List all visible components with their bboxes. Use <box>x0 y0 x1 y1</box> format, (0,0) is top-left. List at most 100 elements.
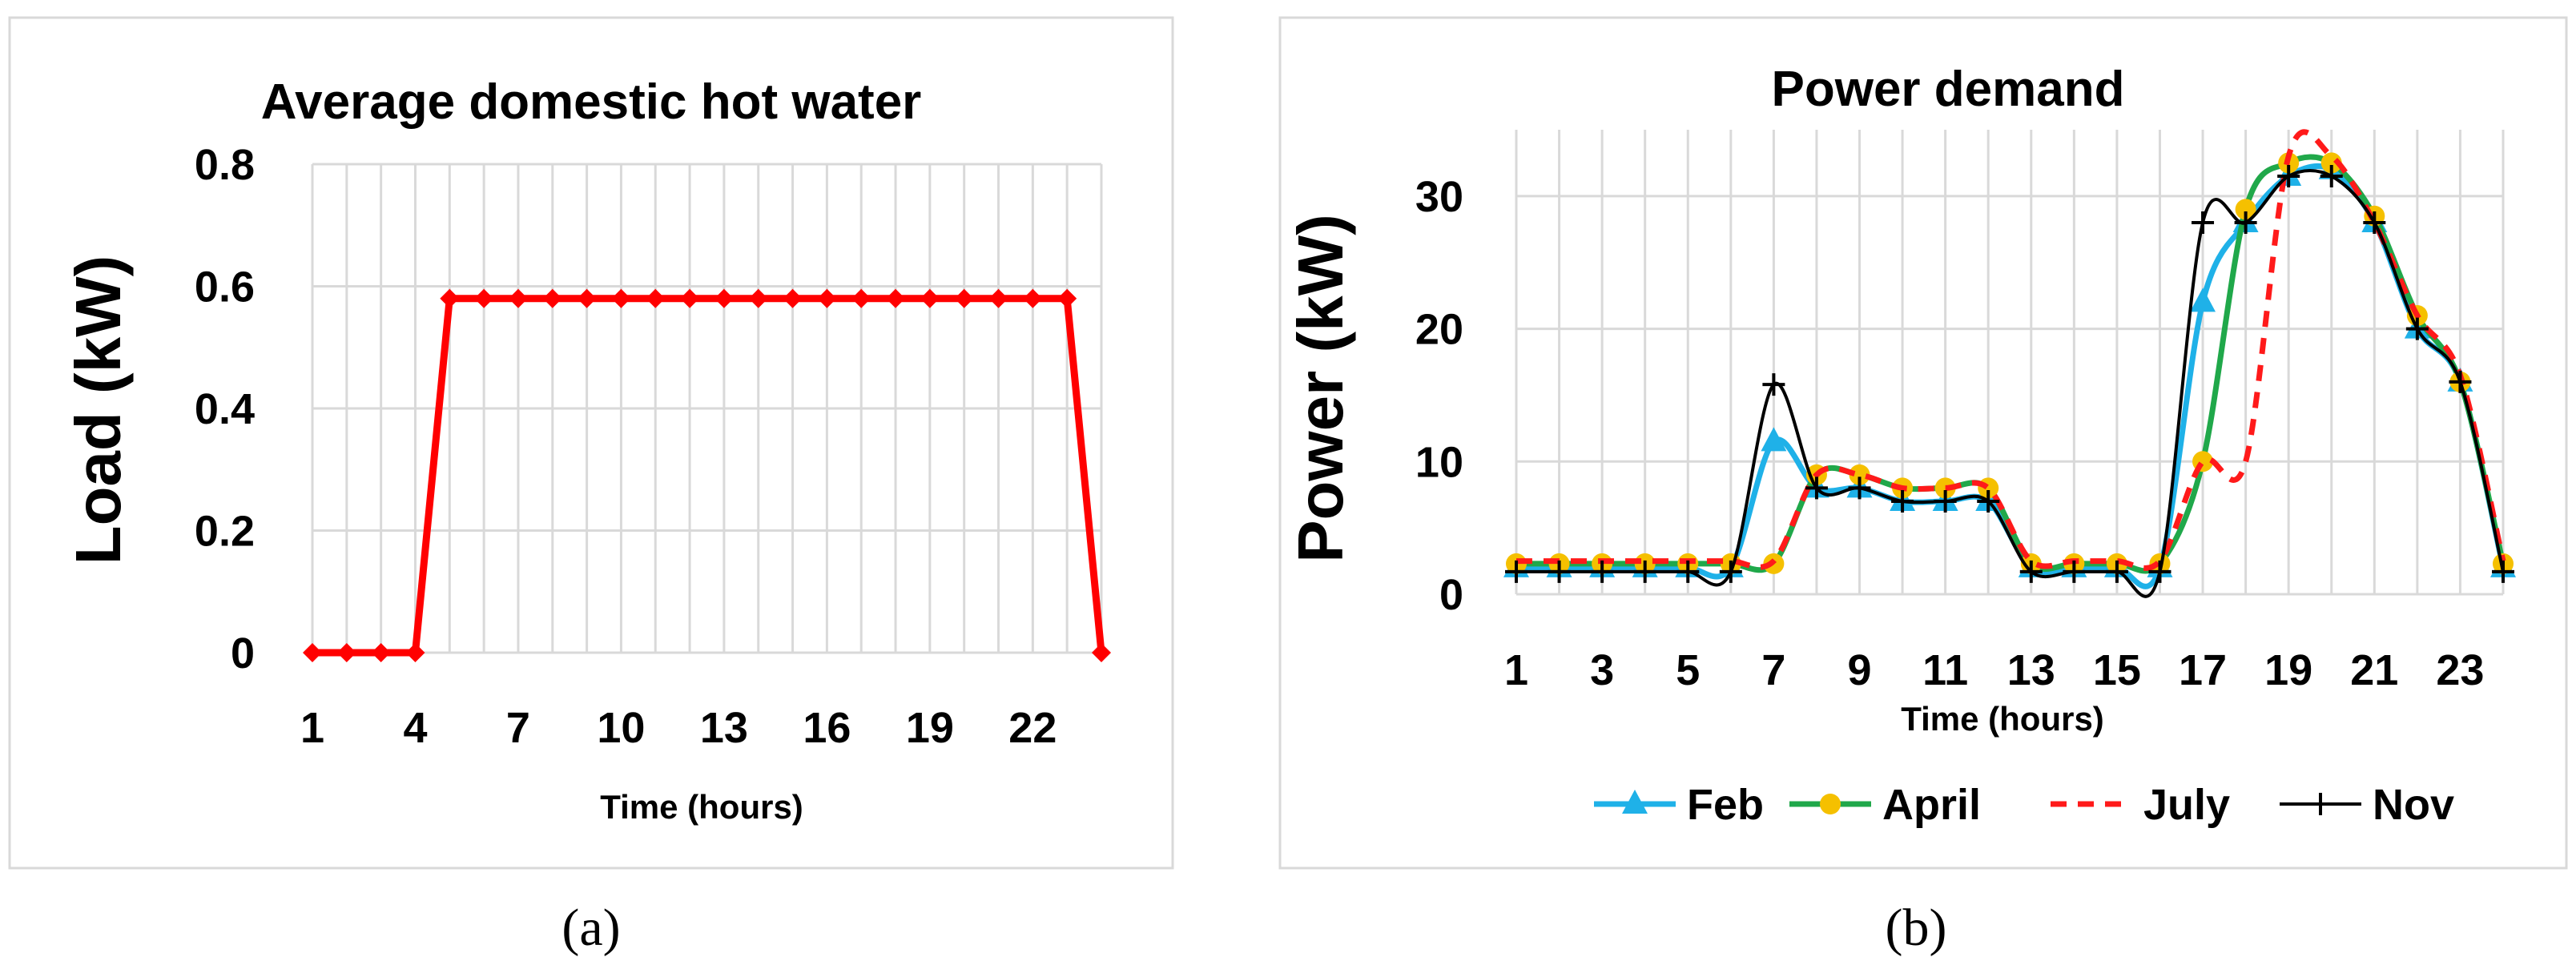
panel-a-series-point-2 <box>371 643 391 662</box>
panel-b-x-tick-label: 21 <box>2350 646 2398 694</box>
panel-a-y-tick-label: 0.2 <box>195 508 255 556</box>
panel-b-y-tick-label: 10 <box>1415 438 1463 486</box>
panel-b-x-tick-label: 7 <box>1761 646 1785 694</box>
panel-a-series <box>303 288 1111 662</box>
panel-b-x-tick-label: 9 <box>1847 646 1871 694</box>
legend-feb-point-0 <box>1622 790 1648 814</box>
panel-a-series-point-0 <box>303 643 322 662</box>
panel-a-y-tick-label: 0.6 <box>195 263 255 312</box>
panel-a-x-tick-label: 10 <box>597 704 645 752</box>
panel-b-series-line-nov <box>1515 169 2505 598</box>
panel-b-x-tick-label: 5 <box>1676 646 1700 694</box>
legend-item-nov: Nov <box>2280 781 2454 829</box>
panel-b-y-tick-label: 20 <box>1415 306 1463 354</box>
panel-b-series-line-april <box>1515 154 2506 574</box>
panel-a-series-point-19 <box>954 288 974 308</box>
panel-b-x-tick-label: 1 <box>1504 646 1528 694</box>
panel-b-x-tick-label: 11 <box>1922 646 1968 694</box>
panel-a-y-ticks: 0 0.2 0.4 0.6 0.8 <box>195 141 255 678</box>
panel-b-x-tick-label: 15 <box>2093 646 2141 694</box>
panel-b-title: Power demand <box>1772 62 2125 117</box>
panel-b-nov-point-4 <box>1676 560 1700 583</box>
panel-b-legend: Feb April July Nov <box>1594 781 2454 829</box>
panel-a-x-axis-title: Time (hours) <box>600 788 803 826</box>
panel-a-x-tick-label: 4 <box>403 704 427 752</box>
panel-b-nov-point-11 <box>1977 490 2000 513</box>
panel-b-x-axis-title: Time (hours) <box>1901 700 2104 738</box>
panel-a-series-point-6 <box>508 288 528 308</box>
panel-a-series-line <box>312 295 1105 657</box>
panel-a-x-tick-label: 7 <box>506 704 530 752</box>
panel-a-series-point-10 <box>646 288 666 308</box>
panel-b-nov-point-1 <box>1548 560 1571 583</box>
panel-b-nov-point-5 <box>1719 560 1742 583</box>
panel-a-x-tick-label: 22 <box>1008 704 1057 752</box>
legend-label-nov: Nov <box>2373 781 2454 829</box>
panel-a-series-point-16 <box>851 288 871 308</box>
panel-b-nov-point-23 <box>2492 560 2514 583</box>
panel-a-series-point-18 <box>920 288 940 308</box>
legend-nov-point-0 <box>2309 793 2332 815</box>
panel-b-x-tick-label: 19 <box>2264 646 2312 694</box>
panel-b-nov-point-2 <box>1591 560 1614 583</box>
legend-april-point-0 <box>1820 794 1841 814</box>
panel-b-nov-point-10 <box>1934 490 1957 513</box>
panel-a-series-point-4 <box>440 288 460 308</box>
panel-b-nov-point-18 <box>2277 165 2300 187</box>
panel-a: Average domestic hot water 0 0.2 0.4 0.6 0.8… <box>8 16 1174 957</box>
panel-b-nov-point-13 <box>2063 560 2086 583</box>
panel-b-grid <box>1515 130 2505 596</box>
panel-a-x-tick-label: 13 <box>700 704 748 752</box>
panel-b-y-ticks: 0 10 20 30 <box>1415 173 1463 619</box>
legend-item-july: July <box>2051 781 2230 829</box>
panel-b-nov-point-14 <box>2105 560 2128 583</box>
panel-a-series-point-5 <box>474 288 494 308</box>
panel-a-series-point-13 <box>748 288 768 308</box>
panel-a-x-ticks: 1 4 7 10 13 16 19 22 <box>300 704 1057 752</box>
panel-b-series <box>1503 129 2516 598</box>
panel-a-series-point-3 <box>405 643 425 662</box>
panel-a-y-tick-label: 0.8 <box>195 141 255 189</box>
panel-b-nov-point-15 <box>2148 560 2171 583</box>
legend-label-july: July <box>2143 781 2230 829</box>
panel-b-april-point-17 <box>2235 199 2256 220</box>
panel-b-nov-point-9 <box>1891 490 1914 513</box>
panel-b-nov-point-22 <box>2449 370 2472 393</box>
panel-b-nov-point-0 <box>1505 560 1527 583</box>
panel-b-april-point-10 <box>1934 477 1956 499</box>
panel-b-x-tick-label: 13 <box>2007 646 2055 694</box>
panel-a-x-tick-label: 19 <box>906 704 954 752</box>
panel-a-y-tick-label: 0 <box>231 629 255 678</box>
panel-b-x-tick-label: 17 <box>2179 646 2227 694</box>
panel-a-series-point-7 <box>542 288 562 308</box>
panel-a-series-point-8 <box>577 288 597 308</box>
panel-b-x-tick-label: 23 <box>2436 646 2484 694</box>
panel-a-series-point-1 <box>336 643 356 662</box>
panel-b-nov-point-21 <box>2405 317 2429 340</box>
panel-b-frame <box>1278 16 2568 870</box>
panel-b-nov-point-19 <box>2320 165 2343 187</box>
panel-a-series-point-14 <box>783 288 803 308</box>
panel-a-series-point-22 <box>1057 288 1077 308</box>
panel-b-nov-point-3 <box>1633 560 1656 583</box>
legend-item-april: April <box>1789 781 1981 829</box>
panel-b-nov-point-16 <box>2192 211 2215 234</box>
panel-b-nov-point-6 <box>1762 373 1785 396</box>
panel-b-april-point-19 <box>2320 152 2342 174</box>
panel-a-series-point-23 <box>1092 643 1111 662</box>
panel-a-series-point-15 <box>817 288 837 308</box>
panel-b-nov-point-20 <box>2363 211 2386 234</box>
panel-a-series-point-21 <box>1023 288 1043 308</box>
panel-a-frame <box>8 16 1174 870</box>
panel-a-grid <box>311 163 1103 654</box>
panel-b-nov-point-8 <box>1848 476 1871 500</box>
panel-b-feb-point-16 <box>2190 287 2216 312</box>
panel-b-caption: (b) <box>1886 899 1947 957</box>
panel-b-nov-point-17 <box>2234 211 2257 234</box>
legend-item-feb: Feb <box>1594 781 1764 829</box>
panel-b-x-tick-label: 3 <box>1590 646 1614 694</box>
panel-a-caption: (a) <box>561 899 620 957</box>
panel-b-y-axis-title: Power (kW) <box>1285 214 1356 563</box>
